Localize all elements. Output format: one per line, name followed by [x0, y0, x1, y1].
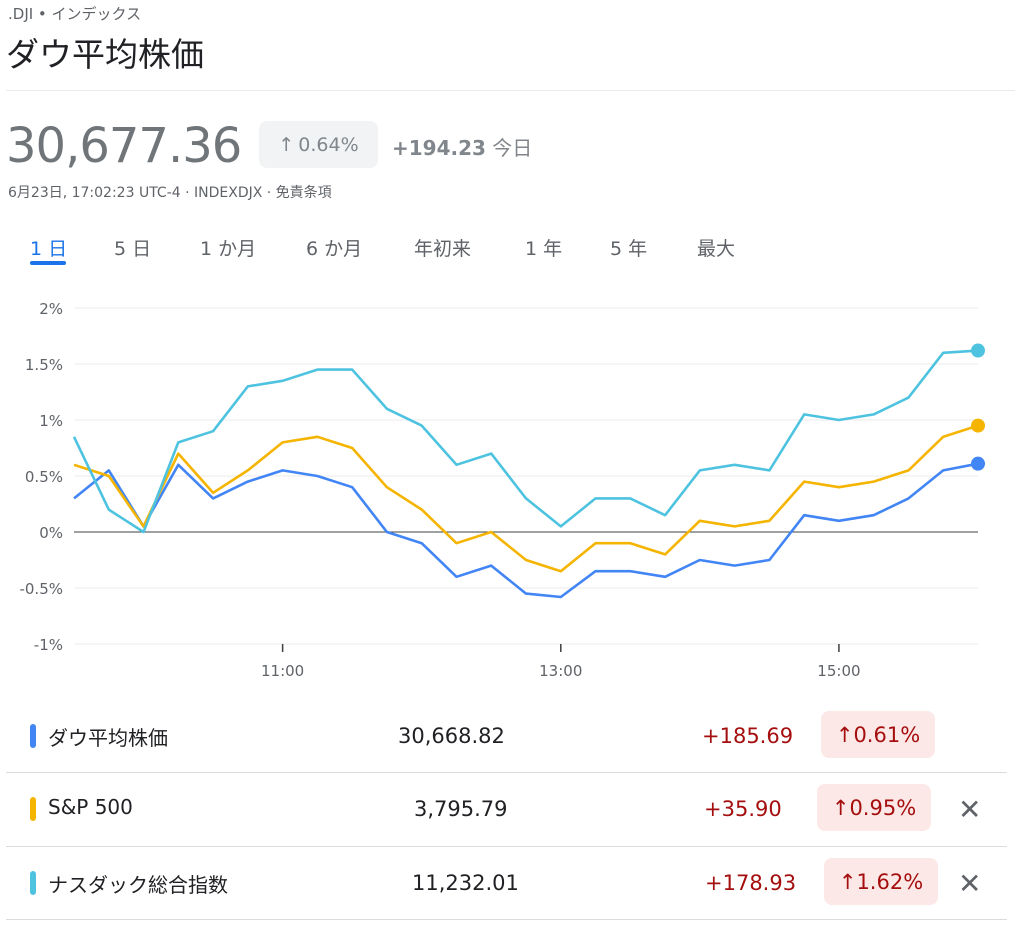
row-percent: 0.95%	[849, 795, 917, 820]
up-arrow-icon: ↑	[838, 869, 857, 894]
tab-1m[interactable]: 1 か月	[200, 238, 257, 260]
row-percent-badge: ↑ 0.61%	[821, 711, 935, 758]
row-change: +35.90	[704, 797, 782, 821]
row-value: 30,668.82	[398, 724, 505, 748]
row-percent: 0.61%	[853, 722, 921, 747]
y-tick-label: 2%	[39, 300, 63, 318]
row-value: 11,232.01	[412, 871, 519, 895]
ticker-label: .DJI • インデックス	[8, 5, 142, 23]
quote-meta: 6月23日, 17:02:23 UTC-4 · INDEXDJX · 免責条項	[8, 185, 332, 201]
up-arrow-icon: ↑	[278, 133, 295, 156]
series-color-bar	[30, 724, 36, 748]
close-icon[interactable]: ✕	[958, 793, 982, 826]
row-percent: 1.62%	[856, 869, 924, 894]
close-icon[interactable]: ✕	[958, 867, 982, 900]
tab-1d[interactable]: 1 日	[30, 238, 68, 260]
series-endpoint-2	[971, 343, 985, 358]
series-line-1	[73, 424, 979, 573]
y-tick-label: -1%	[34, 636, 63, 654]
row-percent-badge: ↑ 1.62%	[824, 858, 938, 905]
current-price: 30,677.36	[6, 118, 242, 174]
row-name: ナスダック総合指数	[48, 873, 228, 897]
x-tick-label: 13:00	[539, 662, 582, 680]
active-tab-indicator	[30, 261, 66, 265]
row-change: +178.93	[705, 871, 797, 895]
series-color-bar	[30, 797, 36, 821]
compare-row-ixic[interactable]: ナスダック総合指数 11,232.01 +178.93 ↑ 1.62% ✕	[6, 847, 1007, 920]
row-change: +185.69	[702, 724, 794, 748]
tab-5d[interactable]: 5 日	[114, 238, 152, 260]
series-line-2	[72, 349, 979, 534]
series-endpoint-0	[971, 456, 985, 471]
tab-1y[interactable]: 1 年	[525, 238, 563, 260]
tab-6m[interactable]: 6 か月	[306, 238, 363, 260]
tab-ytd[interactable]: 年初来	[414, 238, 472, 260]
row-name: ダウ平均株価	[48, 726, 168, 750]
y-tick-label: 0.5%	[25, 468, 63, 486]
series-color-bar	[30, 871, 36, 895]
index-name: ダウ平均株価	[6, 35, 204, 74]
y-tick-label: -0.5%	[19, 580, 63, 598]
y-tick-label: 1%	[39, 412, 63, 430]
series-line-0	[73, 462, 979, 599]
compare-row-dji[interactable]: ダウ平均株価 30,668.82 +185.69 ↑ 0.61%	[6, 700, 1007, 773]
change-percent: 0.64%	[298, 133, 359, 156]
change-absolute: +194.23 今日	[392, 132, 532, 161]
row-divider	[6, 772, 1007, 773]
row-value: 3,795.79	[414, 797, 508, 821]
change-period: 今日	[492, 136, 533, 160]
change-percent-badge: ↑ 0.64%	[259, 121, 378, 168]
series-endpoint-1	[971, 418, 985, 433]
y-tick-label: 1.5%	[25, 356, 63, 374]
row-divider	[6, 919, 1007, 920]
up-arrow-icon: ↑	[835, 722, 854, 747]
x-tick-label: 15:00	[817, 662, 860, 680]
price-chart[interactable]: 2% 1.5% 1% 0.5% 0% -0.5% -1% 11:00 13:00 15:00	[0, 280, 1015, 700]
compare-row-spx[interactable]: S&P 500 3,795.79 +35.90 ↑ 0.95% ✕	[6, 773, 1007, 846]
change-amount: +194.23	[392, 136, 486, 160]
tab-max[interactable]: 最大	[697, 238, 736, 260]
up-arrow-icon: ↑	[831, 795, 850, 820]
tab-5y[interactable]: 5 年	[610, 238, 648, 260]
row-name: S&P 500	[48, 795, 133, 819]
y-tick-label: 0%	[39, 524, 63, 542]
x-tick-label: 11:00	[261, 662, 304, 680]
header-divider	[6, 90, 1015, 91]
row-divider	[6, 846, 1007, 847]
row-percent-badge: ↑ 0.95%	[817, 784, 931, 831]
